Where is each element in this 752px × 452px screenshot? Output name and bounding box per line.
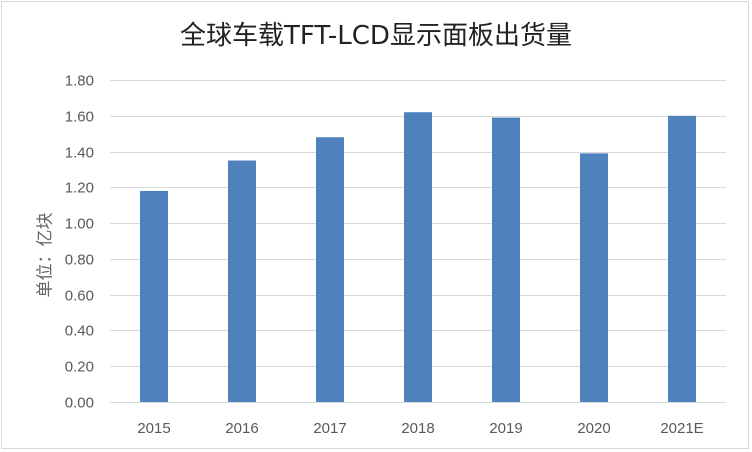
y-tick-labels: 0.00 0.20 0.40 0.60 0.80 1.00 1.20 1.40 1.60 1.80 xyxy=(65,73,94,412)
y-tick-label: 1.20 xyxy=(65,180,94,197)
bars xyxy=(140,112,696,403)
x-tick-label: 2020 xyxy=(577,420,610,437)
y-tick-label: 0.00 xyxy=(65,395,94,412)
y-tick-label: 0.20 xyxy=(65,359,94,376)
bar-2020 xyxy=(580,153,608,402)
y-tick-label: 0.40 xyxy=(65,323,94,340)
x-tick-labels: 2015 2016 2017 2018 2019 2020 2021E xyxy=(137,420,703,437)
x-tick-label: 2017 xyxy=(313,420,346,437)
bar-2016 xyxy=(228,160,256,402)
chart-title: 全球车载TFT-LCD显示面板出货量 xyxy=(180,21,572,51)
y-tick-label: 1.80 xyxy=(65,73,94,90)
bar-2019 xyxy=(492,117,520,403)
x-tick-label: 2015 xyxy=(137,420,170,437)
x-tick-label: 2019 xyxy=(489,420,522,437)
bar-2015 xyxy=(140,190,168,402)
bar-2021E xyxy=(668,115,696,403)
y-tick-label: 1.60 xyxy=(65,109,94,126)
y-tick-label: 0.80 xyxy=(65,252,94,269)
y-tick-label: 1.00 xyxy=(65,216,94,233)
y-tick-label: 0.60 xyxy=(65,288,94,305)
x-tick-label: 2021E xyxy=(660,420,703,437)
bar-2018 xyxy=(404,112,432,402)
x-tick-label: 2018 xyxy=(401,420,434,437)
y-tick-label: 1.40 xyxy=(65,145,94,162)
x-tick-label: 2016 xyxy=(225,420,258,437)
bar-2017 xyxy=(316,137,344,402)
